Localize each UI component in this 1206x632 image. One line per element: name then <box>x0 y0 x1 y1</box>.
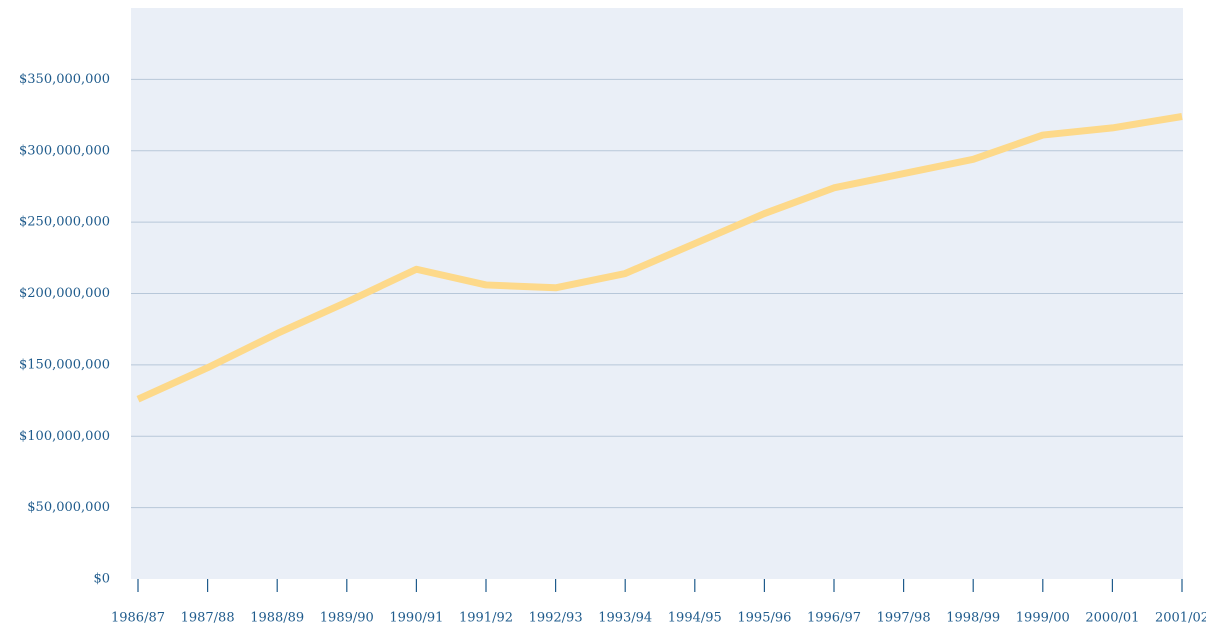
x-tick-label: 2000/01 <box>1085 611 1139 626</box>
y-tick-label: $350,000,000 <box>19 72 110 87</box>
x-tick-label: 1989/90 <box>320 611 374 626</box>
y-tick-label: $250,000,000 <box>19 215 110 230</box>
x-tick-label: 1987/88 <box>181 611 235 626</box>
y-tick-label: $200,000,000 <box>19 286 110 301</box>
y-tick-label: $100,000,000 <box>19 429 110 444</box>
x-tick-label: 1994/95 <box>668 611 722 626</box>
x-tick-label: 1997/98 <box>877 611 931 626</box>
x-tick-label: 1988/89 <box>250 611 304 626</box>
x-tick-label: 1993/94 <box>598 611 652 626</box>
x-tick-label: 1998/99 <box>946 611 1000 626</box>
y-tick-label: $50,000,000 <box>27 500 110 515</box>
x-tick-label: 2001/02 <box>1155 611 1206 626</box>
x-tick-label: 1991/92 <box>459 611 513 626</box>
x-tick-label: 1999/00 <box>1016 611 1070 626</box>
x-tick-label: 1986/87 <box>111 611 165 626</box>
x-tick-label: 1990/91 <box>389 611 443 626</box>
y-tick-label: $150,000,000 <box>19 357 110 372</box>
x-tick-label: 1996/97 <box>807 611 861 626</box>
y-tick-label: $300,000,000 <box>19 143 110 158</box>
x-tick-label: 1995/96 <box>737 611 791 626</box>
y-tick-label: $0 <box>93 572 110 587</box>
data-line <box>136 113 1183 403</box>
x-tick-label: 1992/93 <box>529 611 583 626</box>
